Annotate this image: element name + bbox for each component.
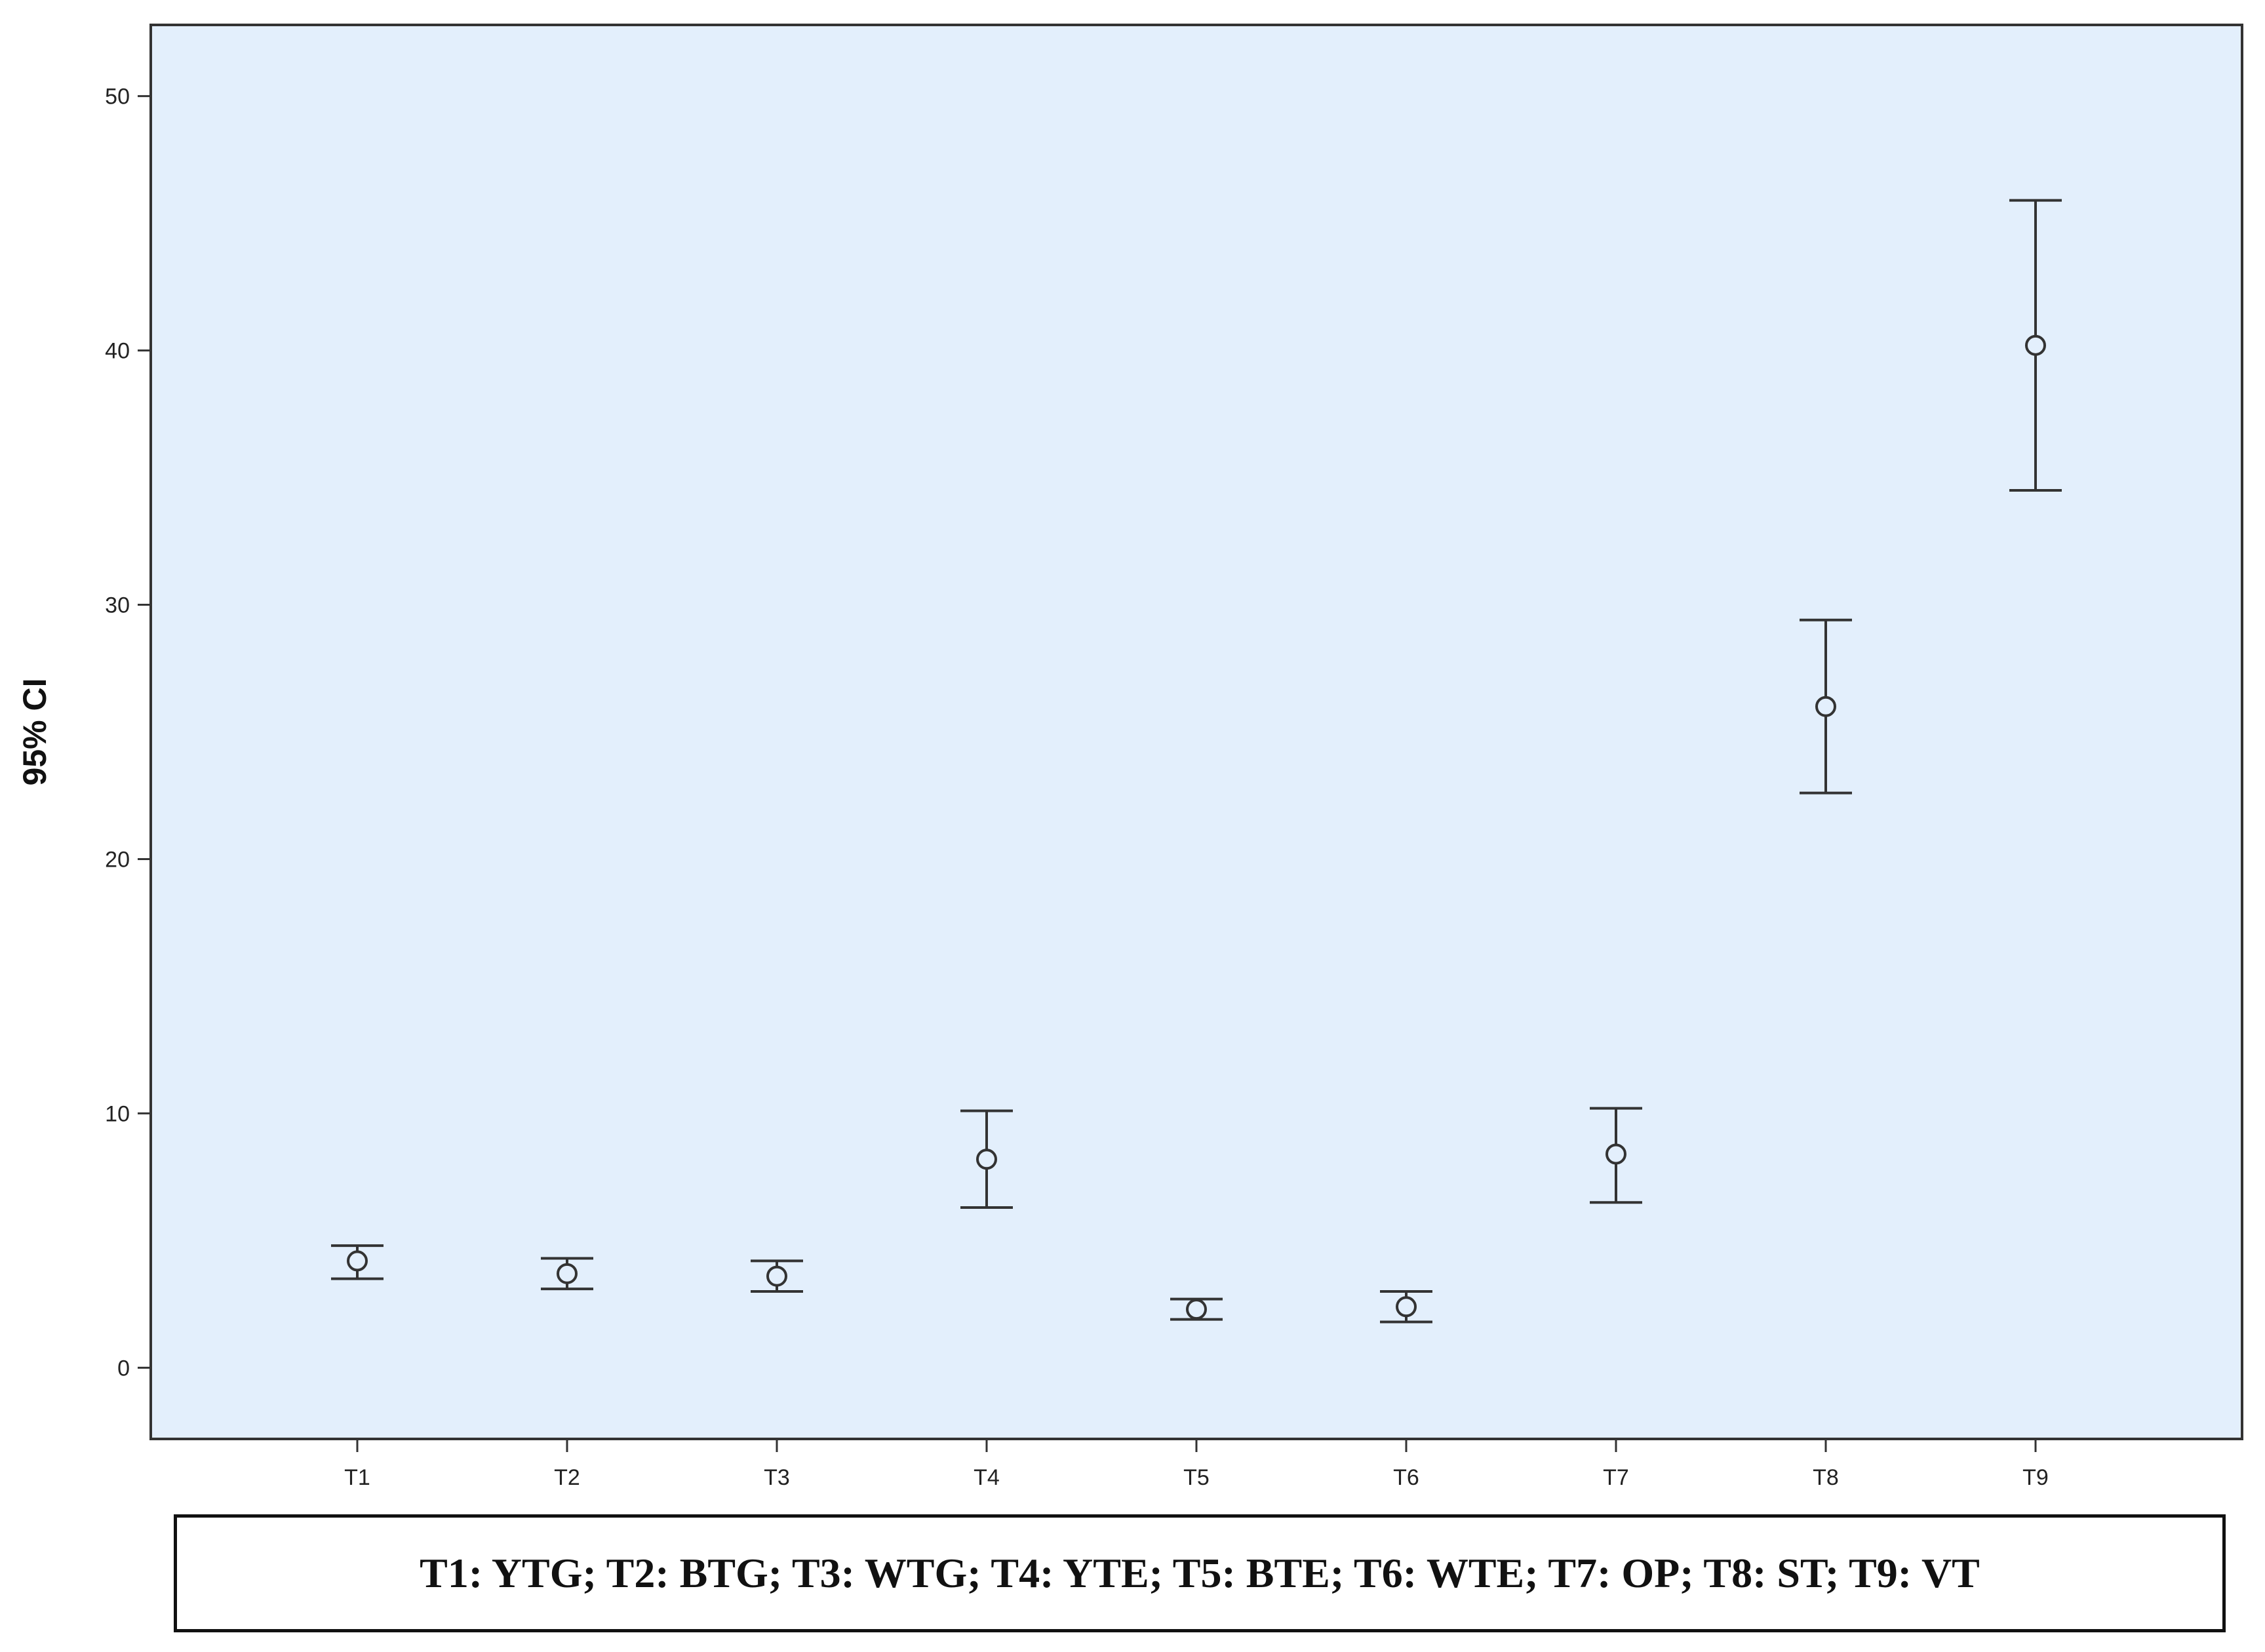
y-tick-label: 30 [105, 593, 130, 618]
legend-text: T1: YTG; T2: BTG; T3: WTG; T4: YTE; T5: … [420, 1550, 1980, 1596]
y-tick-label: 20 [105, 847, 130, 872]
error-bars [331, 199, 2062, 1324]
error-bar-T1 [331, 1244, 384, 1280]
mean-point [1186, 1299, 1207, 1320]
error-bar-T5 [1170, 1297, 1223, 1321]
mean-point [766, 1265, 787, 1287]
x-tick-label: T4 [974, 1465, 1000, 1490]
mean-point [1396, 1296, 1417, 1318]
mean-point [1815, 696, 1836, 717]
y-tick-label: 50 [105, 85, 130, 109]
y-tick-label: 10 [105, 1101, 130, 1126]
mean-point [976, 1149, 997, 1170]
mean-point [347, 1250, 368, 1272]
error-bar-T6 [1380, 1289, 1432, 1324]
error-bar-T7 [1590, 1107, 1642, 1204]
x-tick-label: T1 [344, 1465, 370, 1490]
error-bar-T3 [751, 1259, 803, 1293]
x-tick-label: T9 [2022, 1465, 2049, 1490]
error-bar-T9 [2009, 199, 2062, 492]
plot-area [149, 24, 2243, 1440]
x-tick-label: T8 [1813, 1465, 1839, 1490]
x-tick-label: T5 [1183, 1465, 1210, 1490]
y-tick-label: 0 [117, 1356, 130, 1381]
mean-point [557, 1263, 578, 1284]
x-tick-label: T7 [1603, 1465, 1629, 1490]
x-axis: T1 T2 T3 T4 T5 T6 T7 T8 T9 [344, 1439, 2049, 1490]
y-axis-title: 95% CI [16, 678, 53, 786]
x-tick-label: T2 [554, 1465, 580, 1490]
x-tick-label: T3 [764, 1465, 790, 1490]
error-bar-T2 [541, 1257, 593, 1291]
legend-box: T1: YTG; T2: BTG; T3: WTG; T4: YTE; T5: … [174, 1514, 2226, 1632]
x-tick-label: T6 [1393, 1465, 1419, 1490]
mean-point [2025, 334, 2046, 356]
mean-point [1605, 1143, 1626, 1165]
y-tick-label: 40 [105, 339, 130, 364]
error-bar-T8 [1800, 618, 1852, 795]
y-axis: 0 10 20 30 40 50 [105, 85, 151, 1381]
error-bar-T4 [960, 1109, 1013, 1209]
